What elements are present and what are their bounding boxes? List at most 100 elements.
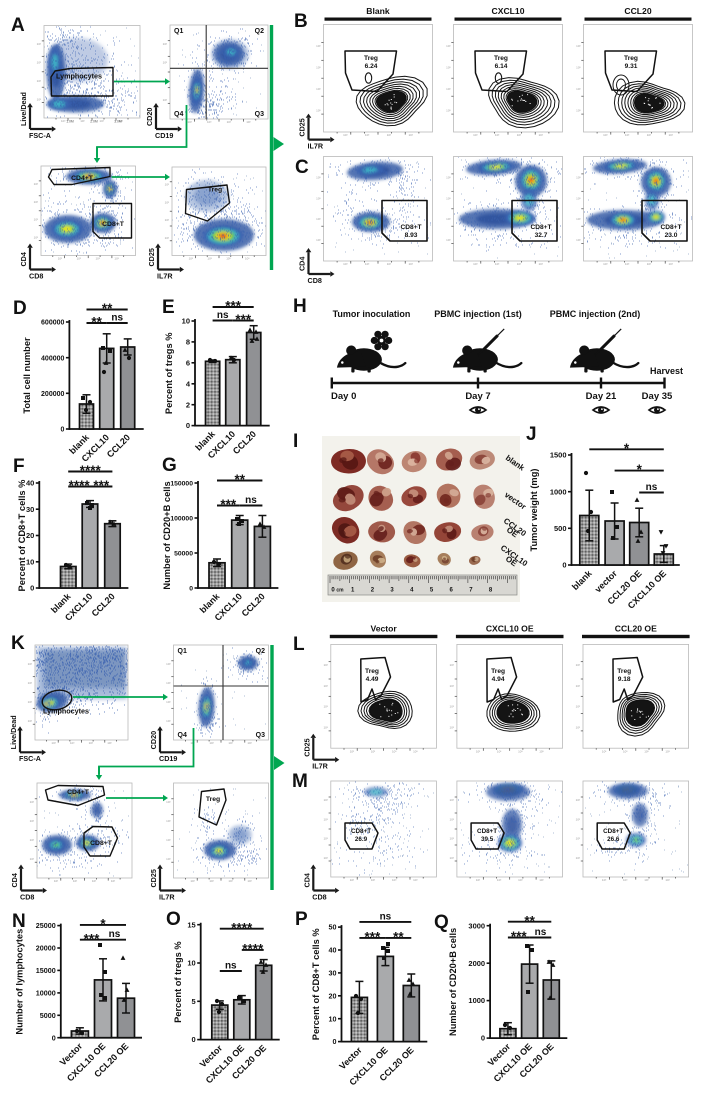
- svg-text:10³: 10³: [166, 662, 170, 666]
- svg-text:10: 10: [187, 959, 195, 968]
- svg-text:10³: 10³: [99, 119, 103, 123]
- svg-text:10³: 10³: [166, 700, 170, 704]
- svg-text:10³: 10³: [450, 817, 454, 821]
- svg-text:10³: 10³: [323, 705, 327, 709]
- svg-text:10³: 10³: [539, 749, 543, 753]
- svg-text:10³: 10³: [228, 741, 232, 745]
- svg-text:10³: 10³: [446, 109, 450, 113]
- svg-text:I: I: [293, 431, 298, 452]
- svg-text:10³: 10³: [343, 133, 347, 137]
- svg-text:8: 8: [489, 588, 493, 594]
- svg-text:50000: 50000: [174, 551, 193, 558]
- svg-text:10³: 10³: [625, 133, 629, 137]
- svg-text:10³: 10³: [576, 837, 580, 841]
- svg-text:Percent of CD8+T cells %: Percent of CD8+T cells %: [17, 479, 27, 592]
- svg-text:0: 0: [481, 1034, 485, 1043]
- svg-text:25000: 25000: [36, 921, 56, 930]
- svg-text:CD20: CD20: [149, 731, 158, 749]
- svg-text:1: 1: [351, 588, 355, 594]
- svg-text:0: 0: [186, 421, 190, 430]
- svg-text:Q4: Q4: [178, 732, 187, 739]
- svg-text:CD8: CD8: [29, 271, 43, 280]
- svg-text:***: ***: [93, 478, 110, 493]
- svg-text:10³: 10³: [247, 879, 251, 883]
- svg-text:ns: ns: [245, 495, 257, 506]
- svg-text:1000: 1000: [550, 487, 567, 496]
- svg-text:10³: 10³: [323, 663, 327, 667]
- svg-text:10³: 10³: [70, 741, 74, 745]
- svg-text:Treg: Treg: [624, 55, 638, 62]
- svg-text:Live/Dead: Live/Dead: [9, 715, 18, 749]
- svg-text:**: **: [524, 913, 535, 928]
- svg-text:10³: 10³: [226, 257, 230, 261]
- svg-text:10³: 10³: [207, 120, 211, 124]
- svg-text:4.94: 4.94: [492, 676, 505, 683]
- svg-text:CD8+T: CD8+T: [351, 828, 371, 835]
- svg-text:10³: 10³: [497, 878, 501, 882]
- svg-text:10³: 10³: [34, 182, 38, 186]
- svg-text:6: 6: [186, 358, 190, 367]
- svg-text:N: N: [12, 911, 26, 932]
- svg-text:10³: 10³: [602, 749, 606, 753]
- svg-text:10³: 10³: [37, 79, 41, 83]
- svg-text:***: ***: [235, 312, 252, 327]
- svg-text:10³: 10³: [409, 133, 413, 137]
- svg-text:ns: ns: [646, 482, 658, 493]
- svg-text:10³: 10³: [576, 798, 580, 802]
- svg-text:10³: 10³: [323, 817, 327, 821]
- svg-text:10³: 10³: [576, 725, 580, 729]
- svg-text:10³: 10³: [187, 120, 191, 124]
- svg-text:P: P: [295, 909, 308, 930]
- svg-text:0: 0: [189, 586, 193, 593]
- svg-text:10³: 10³: [476, 749, 480, 753]
- svg-text:CD4: CD4: [303, 873, 312, 887]
- svg-text:Tumor inoculation: Tumor inoculation: [333, 309, 411, 319]
- svg-text:Treg: Treg: [206, 796, 220, 803]
- svg-text:4: 4: [186, 379, 191, 388]
- svg-text:***: ***: [84, 931, 101, 946]
- svg-text:10³: 10³: [371, 749, 375, 753]
- svg-text:50: 50: [329, 923, 337, 932]
- svg-text:***: ***: [225, 299, 242, 314]
- svg-text:10³: 10³: [539, 133, 543, 137]
- svg-text:4.49: 4.49: [366, 676, 379, 683]
- svg-text:10³: 10³: [365, 262, 369, 266]
- svg-text:D: D: [13, 298, 27, 319]
- svg-text:10³: 10³: [34, 236, 38, 240]
- svg-text:10³: 10³: [37, 42, 41, 46]
- svg-text:Percent of tregs %: Percent of tregs %: [164, 332, 174, 414]
- svg-text:Vector: Vector: [370, 624, 397, 634]
- svg-text:10³: 10³: [89, 741, 93, 745]
- svg-text:10³: 10³: [166, 857, 170, 861]
- svg-text:Number of CD20+B cells: Number of CD20+B cells: [448, 928, 458, 1036]
- svg-text:10³: 10³: [446, 175, 450, 179]
- svg-text:10³: 10³: [602, 878, 606, 882]
- svg-text:****: ****: [80, 463, 102, 478]
- svg-text:8.93: 8.93: [405, 232, 418, 239]
- svg-text:9.18: 9.18: [618, 676, 631, 683]
- svg-text:20: 20: [26, 531, 34, 540]
- svg-text:10³: 10³: [107, 741, 111, 745]
- svg-text:Day 0: Day 0: [331, 391, 356, 402]
- svg-text:10³: 10³: [647, 133, 651, 137]
- svg-text:CD25: CD25: [298, 118, 307, 136]
- svg-text:10³: 10³: [625, 262, 629, 266]
- svg-text:10³: 10³: [30, 800, 34, 804]
- svg-text:CD20: CD20: [145, 108, 154, 126]
- svg-text:0: 0: [52, 1033, 56, 1042]
- svg-text:10³: 10³: [323, 725, 327, 729]
- svg-text:2: 2: [371, 588, 375, 594]
- svg-text:**: **: [102, 301, 113, 316]
- svg-text:30: 30: [329, 969, 337, 978]
- svg-text:10³: 10³: [576, 817, 580, 821]
- svg-text:30: 30: [26, 505, 34, 514]
- svg-text:10³: 10³: [111, 879, 115, 883]
- svg-text:100000: 100000: [170, 516, 193, 523]
- svg-text:ns: ns: [535, 927, 547, 938]
- svg-text:10³: 10³: [323, 856, 327, 860]
- svg-text:CD4+T: CD4+T: [71, 175, 94, 182]
- svg-text:Q3: Q3: [256, 732, 265, 739]
- svg-text:10³: 10³: [28, 700, 32, 704]
- svg-text:CD8+T: CD8+T: [530, 224, 551, 231]
- svg-text:6.14: 6.14: [495, 63, 508, 70]
